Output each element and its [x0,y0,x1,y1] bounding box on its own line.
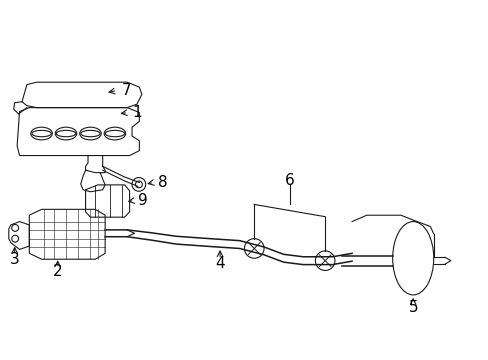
Text: 4: 4 [215,256,224,271]
Text: 7: 7 [121,83,131,98]
Text: 2: 2 [53,265,62,279]
Text: 6: 6 [285,174,294,189]
Text: 8: 8 [158,175,167,190]
Text: 1: 1 [132,105,142,120]
Text: 5: 5 [407,300,417,315]
Text: 9: 9 [138,193,148,208]
Text: 3: 3 [10,252,20,267]
